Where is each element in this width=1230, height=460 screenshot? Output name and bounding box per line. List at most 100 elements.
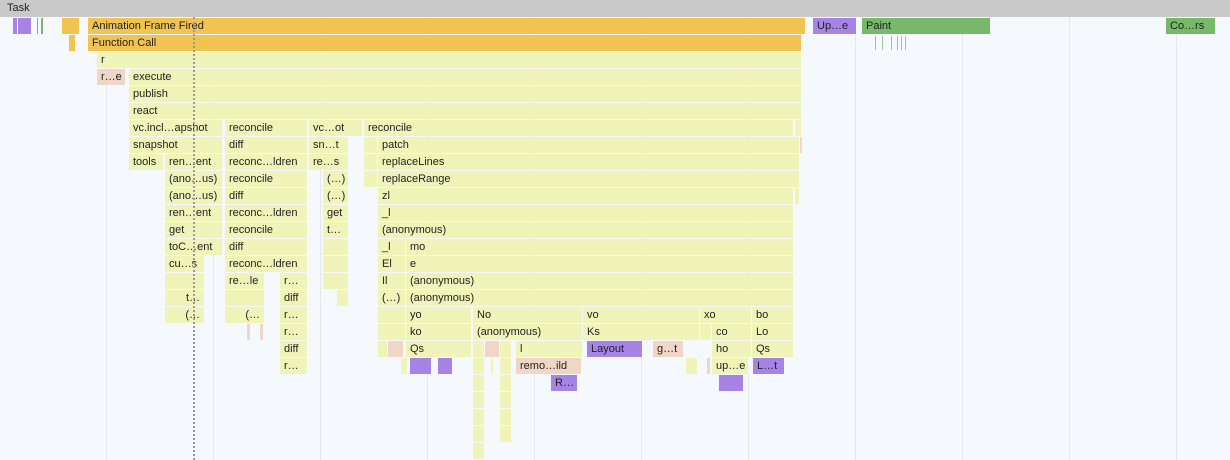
- call-block[interactable]: r…: [280, 307, 308, 323]
- call-block[interactable]: [337, 290, 349, 306]
- rendering-block[interactable]: [18, 18, 32, 34]
- call-block[interactable]: re…le: [225, 273, 265, 289]
- call-block[interactable]: [686, 358, 698, 374]
- call-block[interactable]: [473, 409, 485, 425]
- call-block[interactable]: Il: [378, 273, 406, 289]
- call-block[interactable]: reconcile: [225, 222, 308, 238]
- call-block[interactable]: patch: [378, 137, 800, 153]
- function-call-block[interactable]: Function Call: [88, 35, 802, 51]
- call-block[interactable]: No: [473, 307, 583, 323]
- gc-block[interactable]: [247, 324, 251, 340]
- call-block[interactable]: (anonymous): [473, 324, 583, 340]
- call-block[interactable]: [500, 341, 512, 357]
- call-block[interactable]: Lo: [752, 324, 794, 340]
- call-block[interactable]: vc.incl…apshot: [129, 120, 223, 136]
- call-block[interactable]: [323, 273, 349, 289]
- call-block[interactable]: diff: [280, 290, 308, 306]
- gc-block[interactable]: g…t: [653, 341, 684, 357]
- rendering-block[interactable]: [719, 375, 744, 391]
- call-block[interactable]: reconcile: [225, 120, 308, 136]
- call-block[interactable]: xo: [700, 307, 752, 323]
- call-block[interactable]: (…): [323, 188, 349, 204]
- call-block[interactable]: [225, 290, 265, 306]
- painting-block[interactable]: [37, 18, 39, 34]
- paint-block[interactable]: Paint: [862, 18, 991, 34]
- call-block[interactable]: reconcile: [225, 171, 308, 187]
- gc-block[interactable]: [800, 137, 803, 153]
- call-block[interactable]: (anonymous): [378, 222, 794, 238]
- gc-block[interactable]: [260, 324, 264, 340]
- event-block[interactable]: [69, 35, 76, 51]
- call-block[interactable]: Qs: [752, 341, 794, 357]
- call-block[interactable]: [473, 392, 485, 408]
- painting-block[interactable]: [41, 18, 44, 34]
- call-block[interactable]: bo: [752, 307, 794, 323]
- call-block[interactable]: [473, 341, 485, 357]
- call-block[interactable]: react: [129, 103, 802, 119]
- update-layer-tree-block[interactable]: Up…e: [813, 18, 857, 34]
- call-block[interactable]: (…: [165, 307, 205, 323]
- call-block[interactable]: _l: [378, 239, 406, 255]
- call-block[interactable]: (anonymous): [406, 273, 794, 289]
- call-block[interactable]: sn…t: [309, 137, 349, 153]
- call-block[interactable]: replaceRange: [378, 171, 800, 187]
- task-row[interactable]: Task: [0, 0, 1230, 17]
- call-block[interactable]: yo: [406, 307, 472, 323]
- gc-block[interactable]: [707, 358, 711, 374]
- call-block[interactable]: ko: [406, 324, 472, 340]
- call-block[interactable]: tools: [129, 154, 164, 170]
- rendering-block[interactable]: [410, 358, 432, 374]
- call-block[interactable]: Qs: [406, 341, 472, 357]
- call-block[interactable]: [378, 324, 406, 340]
- call-block[interactable]: snapshot: [129, 137, 223, 153]
- call-block[interactable]: co: [712, 324, 752, 340]
- composite-block[interactable]: Co…rs: [1166, 18, 1216, 34]
- call-block[interactable]: publish: [129, 86, 802, 102]
- call-block[interactable]: t…: [323, 222, 349, 238]
- call-block[interactable]: r…: [280, 273, 308, 289]
- call-block[interactable]: [378, 307, 406, 323]
- layout-block[interactable]: Layout: [587, 341, 643, 357]
- call-block[interactable]: up…e: [712, 358, 749, 374]
- call-block[interactable]: [364, 171, 378, 187]
- call-block[interactable]: execute: [129, 69, 802, 85]
- call-block[interactable]: [323, 239, 349, 255]
- call-block[interactable]: (…): [323, 171, 349, 187]
- call-block[interactable]: (…: [225, 307, 265, 323]
- call-block[interactable]: [364, 154, 378, 170]
- call-block[interactable]: vo: [583, 307, 700, 323]
- call-block[interactable]: [473, 426, 485, 442]
- rendering-block[interactable]: [438, 358, 453, 374]
- call-block[interactable]: [491, 358, 494, 374]
- call-block[interactable]: r…: [280, 324, 308, 340]
- call-block[interactable]: [700, 324, 712, 340]
- call-block[interactable]: reconc…ldren: [225, 205, 308, 221]
- call-block[interactable]: El: [378, 256, 406, 272]
- call-block[interactable]: (…): [378, 290, 406, 306]
- call-block[interactable]: diff: [225, 239, 308, 255]
- call-block[interactable]: [401, 358, 408, 374]
- call-block[interactable]: replaceLines: [378, 154, 800, 170]
- call-block[interactable]: ho: [712, 341, 752, 357]
- call-block[interactable]: [165, 273, 205, 289]
- call-block[interactable]: diff: [280, 341, 308, 357]
- call-block[interactable]: diff: [225, 188, 308, 204]
- call-block[interactable]: [500, 392, 512, 408]
- call-block[interactable]: [500, 375, 512, 391]
- call-block[interactable]: vc…ot: [309, 120, 363, 136]
- call-block[interactable]: [500, 358, 512, 374]
- call-block[interactable]: e: [406, 256, 794, 272]
- call-block[interactable]: r: [97, 52, 802, 68]
- call-block[interactable]: reconcile: [364, 120, 794, 136]
- gc-block[interactable]: [388, 341, 404, 357]
- call-block[interactable]: reconc…ldren: [225, 154, 308, 170]
- call-block[interactable]: get: [323, 205, 349, 221]
- call-block[interactable]: [795, 188, 800, 204]
- call-block[interactable]: [473, 443, 485, 459]
- recalc-style-block[interactable]: R…: [551, 375, 578, 391]
- gc-block[interactable]: [485, 341, 500, 357]
- rendering-block[interactable]: [13, 18, 18, 34]
- gc-block[interactable]: remo…ild: [516, 358, 582, 374]
- call-block[interactable]: reconc…ldren: [225, 256, 308, 272]
- call-block[interactable]: _l: [378, 205, 794, 221]
